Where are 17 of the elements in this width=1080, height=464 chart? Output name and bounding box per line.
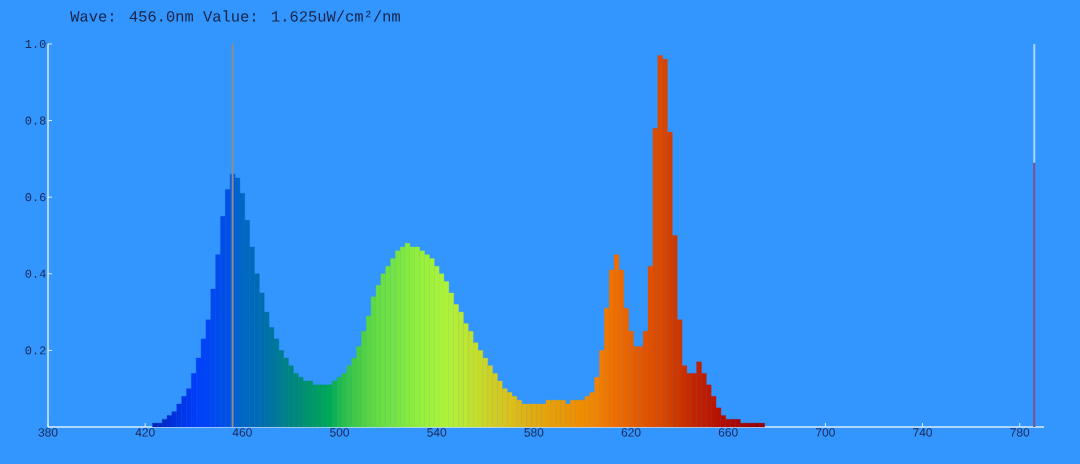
x-tick-label: 540 xyxy=(427,428,447,437)
chart-title: Wave: 456.0nm Value: 1.625uW/cm²/nm xyxy=(70,10,400,22)
x-tick-label: 380 xyxy=(38,428,58,437)
x-tick-label: 420 xyxy=(135,428,155,437)
y-tick-label: 1.0 xyxy=(25,39,46,49)
x-tick-label: 620 xyxy=(621,428,641,437)
x-tick-label: 740 xyxy=(913,428,933,437)
y-tick-label: 0.8 xyxy=(25,116,46,125)
y-tick-label: 0.2 xyxy=(25,346,46,355)
x-tick-label: 580 xyxy=(524,428,544,437)
x-tick-label: 780 xyxy=(1010,428,1030,437)
x-tick-label: 500 xyxy=(330,428,350,437)
x-tick-label: 700 xyxy=(816,428,835,437)
x-tick-label: 660 xyxy=(718,428,738,437)
x-tick-label: 460 xyxy=(232,428,252,437)
y-tick-label: 0.4 xyxy=(25,269,46,278)
y-tick-label: 0.6 xyxy=(25,193,46,202)
